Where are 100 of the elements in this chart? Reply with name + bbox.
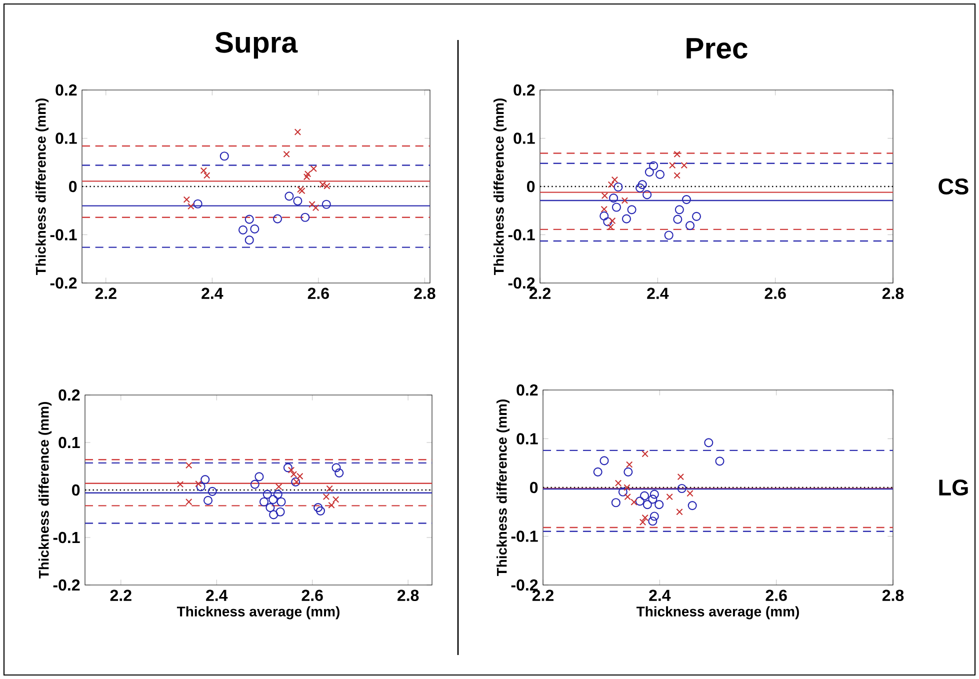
point	[300, 212, 310, 222]
point	[276, 497, 286, 506]
point	[640, 491, 650, 500]
point	[600, 456, 609, 466]
point	[238, 225, 248, 234]
point	[688, 501, 697, 510]
point	[269, 510, 278, 520]
y-axis-title: Thickness difference (mm)	[496, 400, 510, 576]
chart-title: Supra	[215, 32, 298, 59]
point	[220, 152, 229, 161]
x-tick-label: 2.6	[302, 590, 323, 602]
x-tick-label: 2.8	[882, 590, 904, 602]
point	[298, 187, 306, 194]
point	[704, 438, 714, 448]
point	[244, 236, 254, 245]
point	[284, 192, 294, 201]
point	[630, 498, 638, 506]
point	[638, 180, 647, 190]
point	[312, 204, 320, 212]
y-tick-label: 0.1	[58, 436, 80, 448]
point	[288, 466, 295, 474]
x-axis-title: Thickness average (mm)	[176, 606, 340, 620]
point	[593, 467, 602, 476]
point	[677, 484, 686, 494]
point	[654, 500, 664, 510]
point	[600, 206, 608, 213]
x-tick-label: 2.8	[398, 590, 419, 602]
point	[609, 217, 616, 224]
x-tick-label: 2.2	[110, 590, 132, 601]
point	[196, 482, 206, 492]
x-axis-title: Thickness average (mm)	[636, 606, 799, 620]
y-axis-title: Thickness difference (mm)	[36, 98, 49, 276]
point	[195, 480, 202, 488]
point	[642, 500, 652, 510]
y-tick-label: -0.2	[53, 579, 80, 591]
point	[609, 194, 618, 203]
y-tick-label: 0	[72, 484, 80, 496]
point	[664, 230, 674, 240]
point	[283, 463, 292, 472]
point	[186, 462, 192, 469]
x-tick-label: 2.4	[647, 288, 669, 299]
x-tick-label: 2.4	[649, 590, 671, 601]
point	[624, 484, 630, 491]
point	[666, 493, 673, 500]
point	[677, 473, 684, 480]
point	[674, 172, 680, 179]
x-tick-label: 2.2	[95, 288, 116, 299]
point	[611, 176, 618, 184]
y-axis-title: Thickness difference (mm)	[38, 402, 52, 579]
y-tick-label: -0.2	[508, 277, 535, 289]
x-tick-label: 2.4	[206, 590, 228, 601]
point	[250, 480, 260, 489]
point	[676, 508, 683, 516]
point	[650, 490, 659, 499]
y-tick-label: -0.2	[511, 579, 538, 591]
point	[203, 172, 210, 179]
point	[334, 468, 344, 478]
point	[612, 202, 622, 212]
x-tick-label: 2.6	[308, 288, 329, 300]
point	[655, 170, 665, 179]
point	[680, 162, 688, 169]
point	[183, 196, 190, 203]
point	[611, 498, 620, 508]
y-tick-label: 0	[530, 482, 538, 494]
point	[314, 503, 323, 512]
point	[674, 205, 684, 214]
point	[601, 192, 608, 200]
point	[673, 214, 682, 224]
point	[618, 487, 628, 496]
chart-title: Prec	[686, 38, 748, 59]
point	[244, 214, 254, 224]
y-tick-label: 0.1	[514, 132, 535, 144]
point	[186, 498, 192, 506]
point	[614, 480, 622, 486]
point	[272, 214, 282, 224]
point	[326, 485, 333, 492]
text: CS	[938, 178, 968, 195]
point	[686, 490, 694, 497]
point	[273, 490, 282, 499]
point	[642, 514, 648, 522]
point	[254, 472, 264, 482]
y-tick-label: 0.1	[56, 132, 77, 144]
point	[608, 181, 615, 188]
y-tick-label: 0	[69, 180, 77, 192]
point	[304, 170, 312, 178]
point	[669, 162, 676, 169]
point	[685, 221, 695, 230]
point	[674, 150, 680, 158]
point	[332, 463, 341, 472]
point	[642, 450, 648, 458]
point	[308, 201, 316, 208]
y-tick-label: 0.2	[514, 84, 535, 96]
text: LG	[939, 479, 968, 496]
point	[268, 494, 278, 504]
y-tick-label: -0.1	[50, 229, 77, 240]
point	[648, 516, 658, 526]
point	[262, 490, 272, 499]
point	[682, 195, 692, 204]
point	[649, 161, 658, 170]
point	[200, 475, 210, 484]
